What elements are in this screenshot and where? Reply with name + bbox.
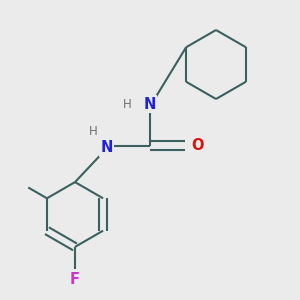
Text: F: F xyxy=(70,272,80,287)
Text: H: H xyxy=(88,125,98,139)
Text: N: N xyxy=(144,97,156,112)
Text: N: N xyxy=(100,140,113,155)
Text: O: O xyxy=(192,138,204,153)
Text: H: H xyxy=(123,98,132,111)
